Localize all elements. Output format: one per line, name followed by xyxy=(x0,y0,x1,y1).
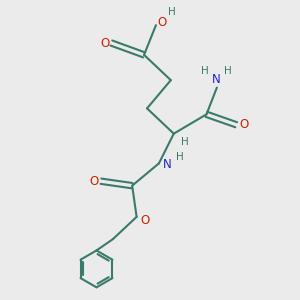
Text: O: O xyxy=(239,118,248,131)
Text: O: O xyxy=(140,214,149,227)
Text: H: H xyxy=(200,66,208,76)
Text: O: O xyxy=(89,175,98,188)
Text: N: N xyxy=(212,73,221,86)
Text: H: H xyxy=(168,7,176,17)
Text: N: N xyxy=(163,158,172,171)
Text: H: H xyxy=(224,66,232,76)
Text: O: O xyxy=(158,16,167,29)
Text: O: O xyxy=(100,37,110,50)
Text: H: H xyxy=(181,137,189,147)
Text: H: H xyxy=(176,152,184,162)
